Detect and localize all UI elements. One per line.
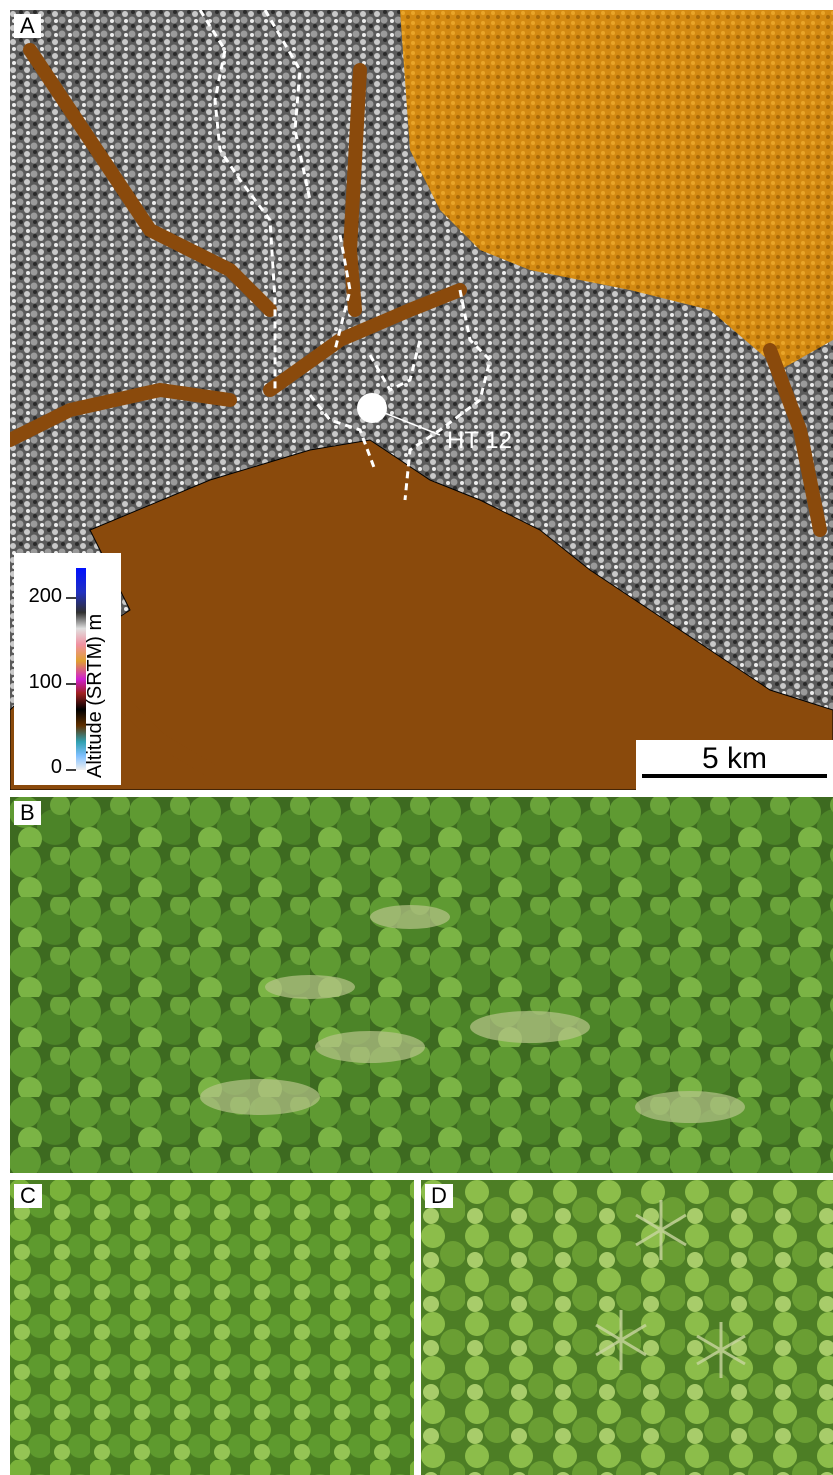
altitude-legend: 200 100 0 Altitude (SRTM) m [14,553,121,785]
scale-bar-line [642,774,827,778]
altitude-map [10,10,833,790]
scale-bar-label: 5 km [701,742,767,775]
panel-c-photo: C [10,1180,414,1475]
scale-bar-box: 5 km [636,740,833,790]
drainage-channels [10,43,827,777]
plateau-region [400,10,833,370]
panel-letter-b: B [14,801,41,825]
legend-title: Altitude (SRTM) m [84,613,106,778]
palm-crowns [200,905,745,1123]
panel-a-map: HT 12 200 100 0 Altitude (SRTM) m 5 km A [10,10,833,790]
site-marker [357,393,387,423]
canopy-nadir-photo-d [421,1180,833,1475]
panel-letter-a: A [14,14,41,38]
legend-graphic [66,568,86,771]
panel-letter-d: D [425,1184,453,1208]
panel-letter-c: C [14,1184,42,1208]
legend-tick-200: 200 [28,585,62,607]
canopy-nadir-photo-c [10,1180,414,1475]
legend-tick-0: 0 [50,756,62,778]
color-bar [76,568,86,770]
dashed-boundaries [198,10,492,501]
panel-d-photo: D [421,1180,833,1475]
legend-tick-100: 100 [28,671,62,693]
palm-stars [595,1200,746,1378]
site-label: HT 12 [447,427,512,454]
canopy-oblique-photo [10,797,833,1173]
panel-b-photo: B [10,797,833,1173]
